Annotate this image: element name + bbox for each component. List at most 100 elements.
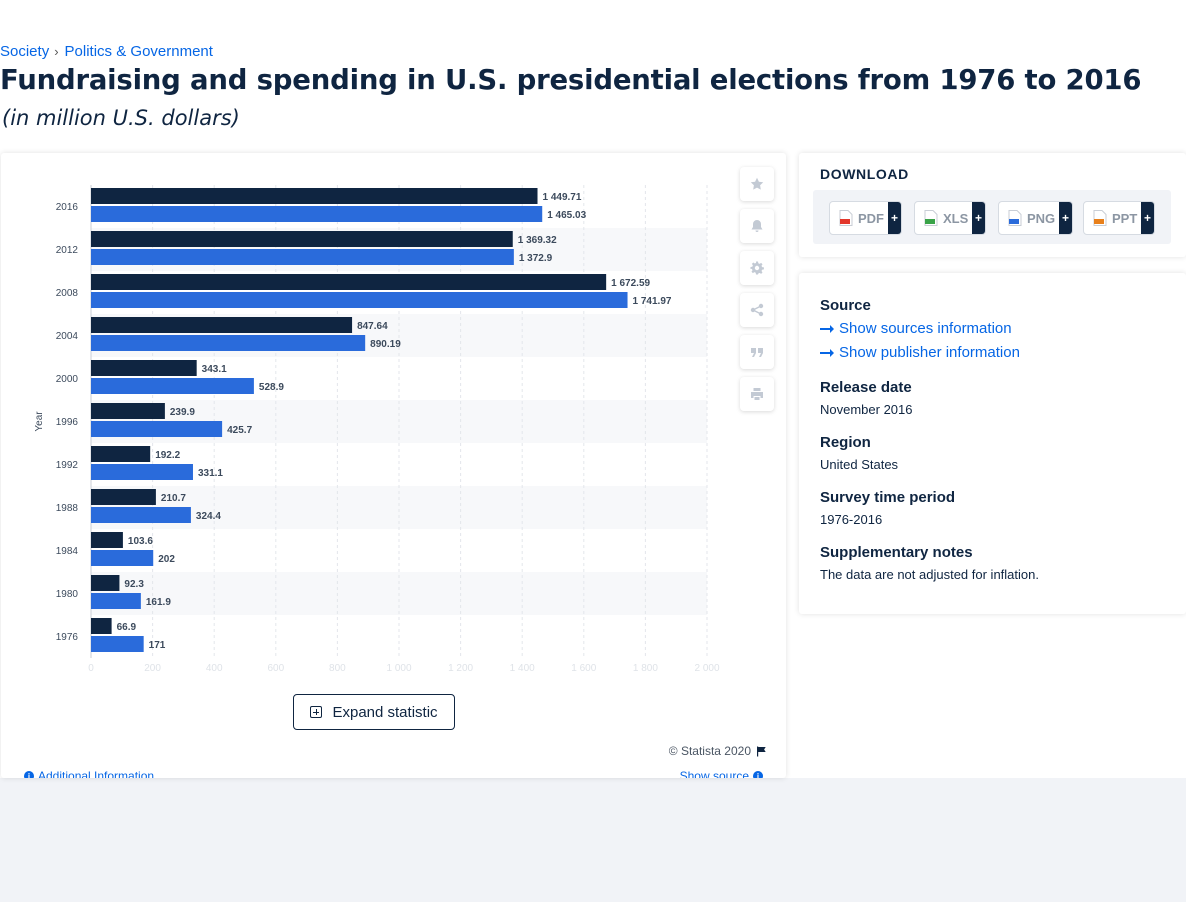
copyright-text: © Statista 2020 — [668, 744, 751, 758]
arrow-right-icon — [820, 324, 834, 333]
breadcrumb-politics-link[interactable]: Politics & Government — [64, 43, 213, 60]
bar — [91, 335, 366, 351]
bar — [91, 446, 151, 462]
expand-statistic-button[interactable]: Expand statistic — [293, 694, 455, 730]
bar — [91, 421, 223, 437]
data-label: 66.9 — [117, 622, 137, 633]
show-publisher-label: Show publisher information — [839, 344, 1020, 361]
gear-icon — [750, 261, 764, 275]
bell-icon — [751, 220, 763, 232]
copyright: © Statista 2020 — [669, 744, 767, 758]
supplementary-notes-heading: Supplementary notes — [820, 544, 973, 561]
release-date-value: November 2016 — [820, 402, 913, 417]
data-label: 1 372.9 — [519, 253, 553, 264]
bar — [91, 489, 156, 505]
breadcrumb-society-link[interactable]: Society — [0, 43, 50, 60]
notification-button[interactable] — [740, 209, 774, 243]
star-icon — [750, 177, 764, 190]
share-button[interactable] — [740, 293, 774, 327]
download-xls-button[interactable]: XLS + — [914, 201, 986, 235]
download-pdf-label: PDF — [858, 210, 884, 226]
settings-button[interactable] — [740, 251, 774, 285]
bookmark-button[interactable] — [740, 167, 774, 201]
download-png-label: PNG — [1027, 210, 1056, 226]
y-tick-label: 2004 — [56, 331, 79, 342]
cite-button[interactable] — [740, 335, 774, 369]
data-label: 343.1 — [202, 364, 227, 375]
download-card: DOWNLOAD PDF + XLS + PNG + PPT + — [799, 153, 1186, 257]
data-label: 202 — [158, 554, 175, 565]
x-tick-label: 1 000 — [386, 663, 411, 674]
bar — [91, 593, 141, 609]
bar — [91, 575, 120, 591]
data-label: 161.9 — [146, 597, 171, 608]
x-tick-label: 800 — [329, 663, 346, 674]
download-buttons-row: PDF + XLS + PNG + PPT + — [813, 190, 1171, 244]
data-label: 1 369.32 — [518, 235, 557, 246]
data-label: 847.64 — [357, 321, 388, 332]
additional-information-link[interactable]: i Additional Information — [20, 769, 154, 778]
show-source-label: Show source — [679, 769, 749, 778]
expand-statistic-label: Expand statistic — [332, 703, 438, 721]
supplementary-notes-value: The data are not adjusted for inflation. — [820, 567, 1039, 582]
flag-icon[interactable] — [756, 746, 767, 757]
source-heading: Source — [820, 297, 871, 314]
y-axis-title: Year — [34, 411, 45, 432]
show-publisher-link[interactable]: Show publisher information — [820, 344, 1020, 361]
breadcrumb-separator: › — [54, 44, 59, 59]
bar — [91, 360, 197, 376]
x-tick-label: 0 — [88, 663, 94, 674]
bar — [91, 618, 112, 634]
download-pdf-button[interactable]: PDF + — [829, 201, 902, 235]
bar — [91, 378, 254, 394]
download-png-plus: + — [1059, 202, 1072, 234]
show-source-link[interactable]: Show source i — [680, 769, 767, 778]
y-tick-label: 1988 — [56, 503, 79, 514]
download-xls-plus: + — [972, 202, 985, 234]
data-label: 1 672.59 — [611, 278, 650, 289]
download-png-button[interactable]: PNG + — [998, 201, 1073, 235]
print-button[interactable] — [740, 377, 774, 411]
download-ppt-button[interactable]: PPT + — [1083, 201, 1155, 235]
breadcrumb: Society › Politics & Government — [0, 43, 213, 60]
info-icon: i — [753, 771, 763, 778]
y-tick-label: 1980 — [56, 589, 79, 600]
bar — [91, 464, 193, 480]
bar — [91, 550, 154, 566]
data-label: 103.6 — [128, 536, 153, 547]
y-tick-label: 2012 — [56, 245, 79, 256]
data-label: 92.3 — [124, 579, 144, 590]
chart-card: 0 200 400 600 800 1 000 1 200 1 400 1 600 1 800 2 … — [1, 153, 786, 778]
xls-file-icon — [924, 210, 938, 226]
bar-chart: 0 200 400 600 800 1 000 1 200 1 400 1 600 1 800 2 … — [34, 185, 720, 674]
data-label: 210.7 — [161, 493, 186, 504]
page-title: Fundraising and spending in U.S. preside… — [0, 64, 1142, 96]
region-value: United States — [820, 457, 899, 472]
bar — [91, 206, 543, 222]
data-label: 890.19 — [370, 339, 401, 350]
y-tick-label: 1976 — [56, 632, 79, 643]
survey-period-value: 1976-2016 — [820, 512, 883, 527]
info-icon: i — [24, 771, 34, 778]
y-tick-label: 1992 — [56, 460, 79, 471]
plus-square-icon — [310, 706, 323, 718]
data-label: 239.9 — [170, 407, 195, 418]
data-label: 324.4 — [196, 511, 221, 522]
data-label: 528.9 — [259, 382, 284, 393]
data-label: 425.7 — [227, 425, 252, 436]
pdf-file-icon — [839, 210, 853, 226]
bar — [91, 274, 607, 290]
share-icon — [750, 303, 764, 317]
y-tick-label: 2008 — [56, 288, 79, 299]
data-label: 331.1 — [198, 468, 223, 479]
x-tick-label: 400 — [206, 663, 223, 674]
additional-information-label: Additional Information — [38, 769, 155, 778]
y-tick-label: 1984 — [56, 546, 79, 557]
region-heading: Region — [820, 434, 871, 451]
show-sources-link[interactable]: Show sources information — [820, 320, 1012, 337]
x-tick-label: 600 — [267, 663, 284, 674]
png-file-icon — [1008, 210, 1022, 226]
survey-period-heading: Survey time period — [820, 489, 956, 506]
bar — [91, 188, 538, 204]
arrow-right-icon — [820, 348, 834, 357]
